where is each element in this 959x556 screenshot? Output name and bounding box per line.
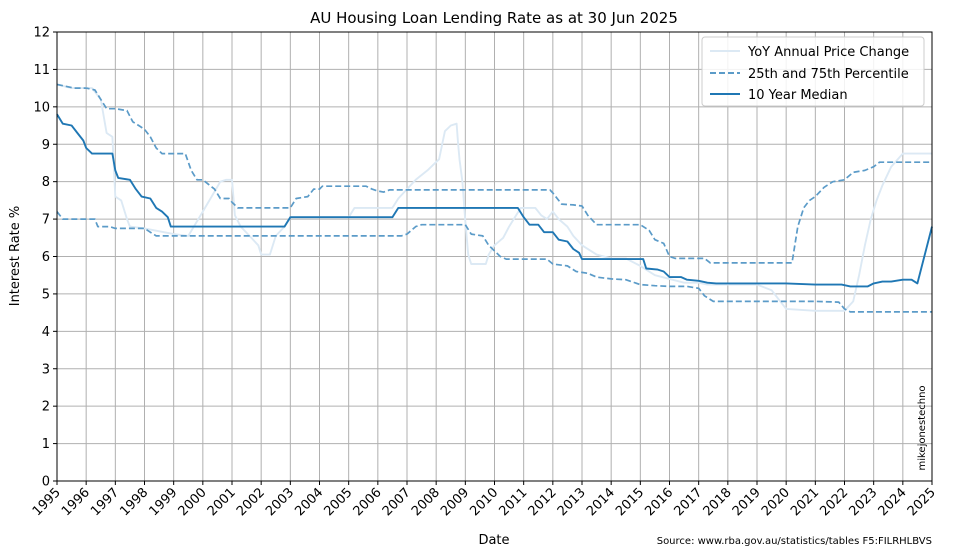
x-axis-label: Date xyxy=(478,533,509,548)
y-tick-label: 2 xyxy=(42,400,50,415)
series-line-0 xyxy=(56,83,932,312)
chart-title: AU Housing Loan Lending Rate as at 30 Ju… xyxy=(310,9,678,27)
y-tick-label: 6 xyxy=(42,250,50,265)
watermark: mikejonestechno xyxy=(917,385,928,470)
y-tick-label: 10 xyxy=(33,100,50,115)
source-note: Source: www.rba.gov.au/statistics/tables… xyxy=(657,536,932,547)
y-tick-label: 4 xyxy=(42,325,50,340)
y-tick-label: 5 xyxy=(42,287,50,302)
y-tick-label: 9 xyxy=(42,138,50,153)
y-tick-label: 3 xyxy=(42,362,50,377)
series-line-2 xyxy=(56,211,932,313)
y-tick-label: 7 xyxy=(42,213,50,228)
y-tick-label: 1 xyxy=(42,437,50,452)
legend: YoY Annual Price Change 25th and 75th Pe… xyxy=(701,36,925,107)
y-axis-label: Interest Rate % xyxy=(8,206,23,307)
y-tick-label: 8 xyxy=(42,175,50,190)
legend-label-yoy: YoY Annual Price Change xyxy=(747,45,909,60)
y-tick-label: 11 xyxy=(33,63,50,78)
legend-box xyxy=(701,36,925,107)
series-line-1 xyxy=(56,83,932,264)
y-tick-label: 0 xyxy=(42,475,50,490)
legend-label-percentile: 25th and 75th Percentile xyxy=(748,67,909,82)
legend-label-median: 10 Year Median xyxy=(748,88,848,103)
y-tick-label: 12 xyxy=(33,26,50,41)
series-lines xyxy=(56,83,933,313)
series-line-3 xyxy=(56,113,933,288)
